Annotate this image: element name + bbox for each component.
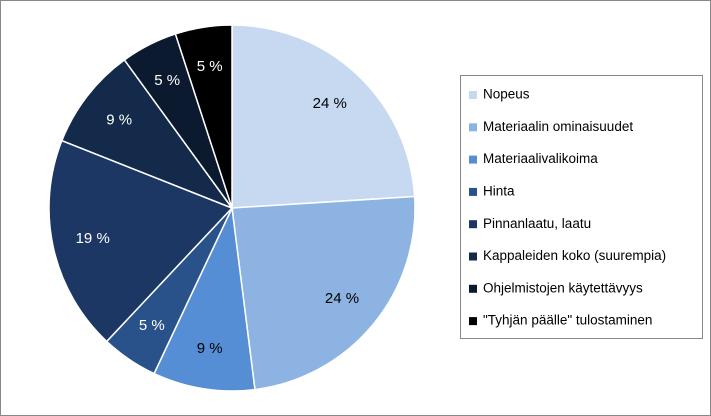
data-label: 5 % xyxy=(197,58,223,75)
data-label: 5 % xyxy=(154,72,180,89)
legend-label: Pinnanlaatu, laatu xyxy=(483,216,591,231)
data-label: 9 % xyxy=(197,340,223,357)
pie-slice xyxy=(48,139,234,343)
legend-label: Materiaalin ominaisuudet xyxy=(483,119,633,134)
legend-swatch xyxy=(469,317,477,326)
legend-label: Kappaleiden koko (suurempia) xyxy=(483,248,666,263)
data-label: 9 % xyxy=(106,111,132,128)
legend-label: Materiaalivalikoima xyxy=(483,151,598,166)
legend-swatch xyxy=(469,284,477,293)
pie-slice xyxy=(231,195,416,391)
pie-slice xyxy=(231,24,416,209)
pie-slice xyxy=(174,24,233,209)
legend-label: Hinta xyxy=(483,183,515,198)
legend-swatch xyxy=(469,187,477,196)
legend-swatch xyxy=(469,252,477,261)
legend-swatch xyxy=(469,91,477,99)
legend-swatch xyxy=(469,155,477,164)
data-label: 19 % xyxy=(76,230,110,247)
legend-label: "Tyhjän päälle" tulostaminen xyxy=(483,313,652,328)
pie-slice xyxy=(60,58,235,210)
data-label: 5 % xyxy=(139,317,165,334)
legend-swatch xyxy=(469,220,477,229)
data-label: 24 % xyxy=(325,290,359,307)
legend-label: Ohjelmistojen käytettävyys xyxy=(483,280,643,295)
legend-swatch xyxy=(469,123,477,132)
data-label: 24 % xyxy=(313,95,347,112)
legend-label: Nopeus xyxy=(483,87,530,102)
legend-box xyxy=(460,75,703,339)
pie-slice xyxy=(153,205,256,392)
